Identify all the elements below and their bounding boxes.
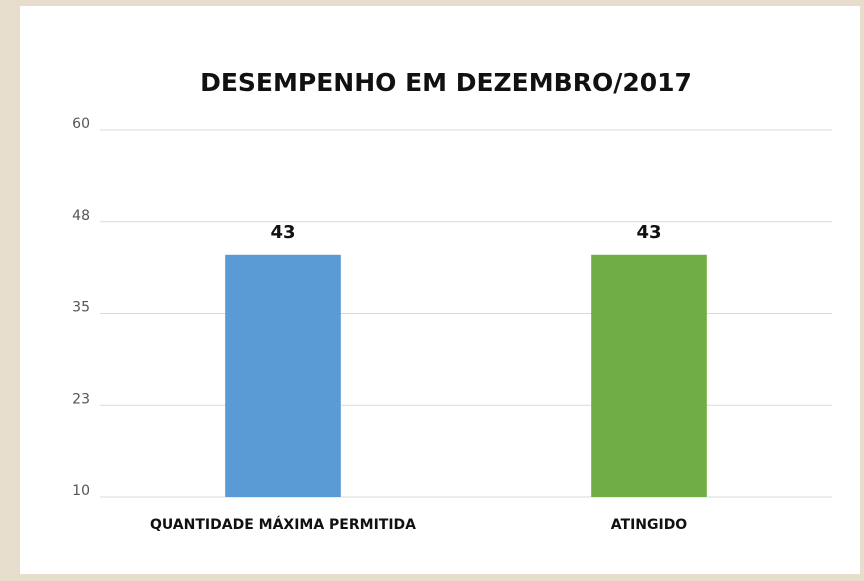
y-tick-label: 23: [72, 391, 90, 407]
bar: [591, 254, 707, 497]
value-label: 43: [636, 222, 661, 243]
y-tick-label: 35: [72, 300, 90, 316]
value-label: 43: [270, 222, 295, 243]
y-tick-label: 10: [72, 483, 90, 499]
x-tick-label: ATINGIDO: [611, 517, 688, 533]
panel: [20, 6, 860, 574]
x-tick-label: QUANTIDADE MÁXIMA PERMITIDA: [150, 516, 416, 533]
bar: [225, 254, 341, 497]
y-tick-label: 48: [72, 208, 90, 224]
y-tick-label: 60: [72, 116, 90, 132]
chart-title: DESEMPENHO EM DEZEMBRO/2017: [200, 68, 692, 97]
